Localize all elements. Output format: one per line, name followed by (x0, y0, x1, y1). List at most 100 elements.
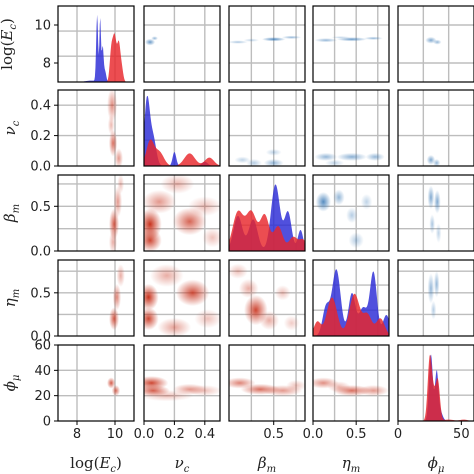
density-red-series (398, 354, 474, 421)
contour-blob (261, 37, 286, 42)
panel-0-4 (397, 5, 474, 83)
density-red-series (229, 210, 305, 251)
x-axis-label: ϕμ (428, 454, 445, 474)
panel-0-1 (143, 5, 221, 83)
contour-blob (117, 175, 125, 194)
y-axis-label: ϕμ (1, 375, 22, 392)
contour-blob (150, 264, 184, 287)
contour-blob (243, 38, 260, 42)
panel-2-0: 0.0 0.5 βm (1, 174, 135, 260)
panel-2-3 (312, 174, 390, 252)
y-axis-label: νc (1, 120, 22, 135)
x-axis-label: ηm (342, 454, 360, 474)
panel-3-4 (397, 259, 474, 337)
contour-blob (108, 230, 118, 251)
panel-frame (57, 5, 135, 83)
y-tick-label: 0.0 (30, 160, 51, 175)
panel-4-2: 0.5 βm (228, 344, 306, 474)
panel-frame (397, 344, 474, 422)
y-tick-label: 0.5 (30, 200, 51, 215)
contour-blob (358, 385, 389, 397)
contour-blob (144, 307, 159, 331)
contour-blob (144, 283, 159, 311)
contour-blob (314, 38, 338, 43)
contour-blob (113, 186, 123, 218)
contour-blob (427, 185, 435, 210)
y-tick-label: 0 (43, 415, 51, 430)
contour-blob (336, 152, 368, 161)
panel-background (398, 90, 474, 166)
x-tick-label: 0.2 (164, 427, 185, 442)
panel-4-0: 0 20 40 60 ϕμ 8 10 log(Ec) (1, 339, 135, 474)
panel-frame (228, 89, 306, 167)
contour-blob (365, 152, 385, 161)
panel-1-1 (143, 89, 221, 167)
panel-0-2 (228, 5, 306, 83)
contour-blob (325, 159, 345, 166)
contour-blob (151, 36, 158, 41)
panel-frame (228, 174, 306, 252)
panel-1-3 (312, 89, 390, 167)
contour-blob (188, 196, 220, 217)
contour-blob (333, 189, 345, 206)
contour-blob (116, 264, 125, 287)
panel-frame (57, 174, 135, 252)
panel-background (229, 6, 305, 82)
panel-frame (143, 174, 221, 252)
panel-frame (143, 259, 221, 337)
panel-frame (312, 259, 390, 337)
density-red-series (144, 139, 220, 166)
contour-blob (433, 39, 442, 45)
contour-blob (229, 263, 248, 279)
density-red-series (313, 293, 389, 336)
panel-frame (397, 89, 474, 167)
panel-3-1 (143, 259, 221, 337)
contour-blob (246, 158, 262, 166)
panel-frame (143, 344, 221, 422)
panel-2-4 (397, 174, 474, 252)
contour-blob (194, 309, 220, 329)
x-axis-label: βm (257, 454, 276, 474)
contour-blob (112, 283, 122, 311)
panel-frame (57, 89, 135, 167)
contour-blob (426, 154, 436, 165)
panel-frame (397, 5, 474, 83)
panel-frame (397, 259, 474, 337)
x-axis-label: log(Ec) (70, 454, 122, 474)
y-tick-label: 60 (34, 339, 51, 354)
contour-blob (281, 35, 302, 40)
density-red-series (58, 33, 134, 82)
panel-frame (312, 344, 390, 422)
y-tick-label: 0.5 (30, 286, 51, 301)
contour-blob (108, 129, 118, 157)
contour-blob (144, 228, 162, 251)
panel-1-2 (228, 89, 306, 167)
contour-blob (107, 377, 116, 389)
contour-blob (331, 36, 351, 39)
contour-blob (274, 285, 291, 301)
contour-blob (157, 317, 192, 336)
panel-background (58, 345, 134, 421)
contour-blob (111, 385, 121, 397)
panel-3-3 (312, 259, 390, 337)
contour-blob (263, 158, 284, 166)
panel-frame (143, 5, 221, 83)
x-tick-label: 0.4 (194, 427, 215, 442)
panel-frame (228, 344, 306, 422)
panel-background (144, 6, 220, 82)
y-axis-label: ηm (1, 289, 22, 307)
panel-frame (228, 5, 306, 83)
contour-blob (314, 152, 338, 161)
panel-frame (57, 259, 135, 337)
panel-0-0: 8 10 log(Ec) (0, 5, 135, 83)
panel-2-2 (228, 174, 306, 252)
contour-blob (429, 214, 435, 235)
contour-blob (346, 207, 358, 224)
y-tick-label: 20 (34, 389, 51, 404)
contour-blob (238, 279, 259, 298)
y-tick-label: 0.0 (30, 330, 51, 345)
density-blue-series (58, 14, 134, 82)
contour-blob (144, 390, 194, 402)
contour-blob (430, 300, 437, 320)
